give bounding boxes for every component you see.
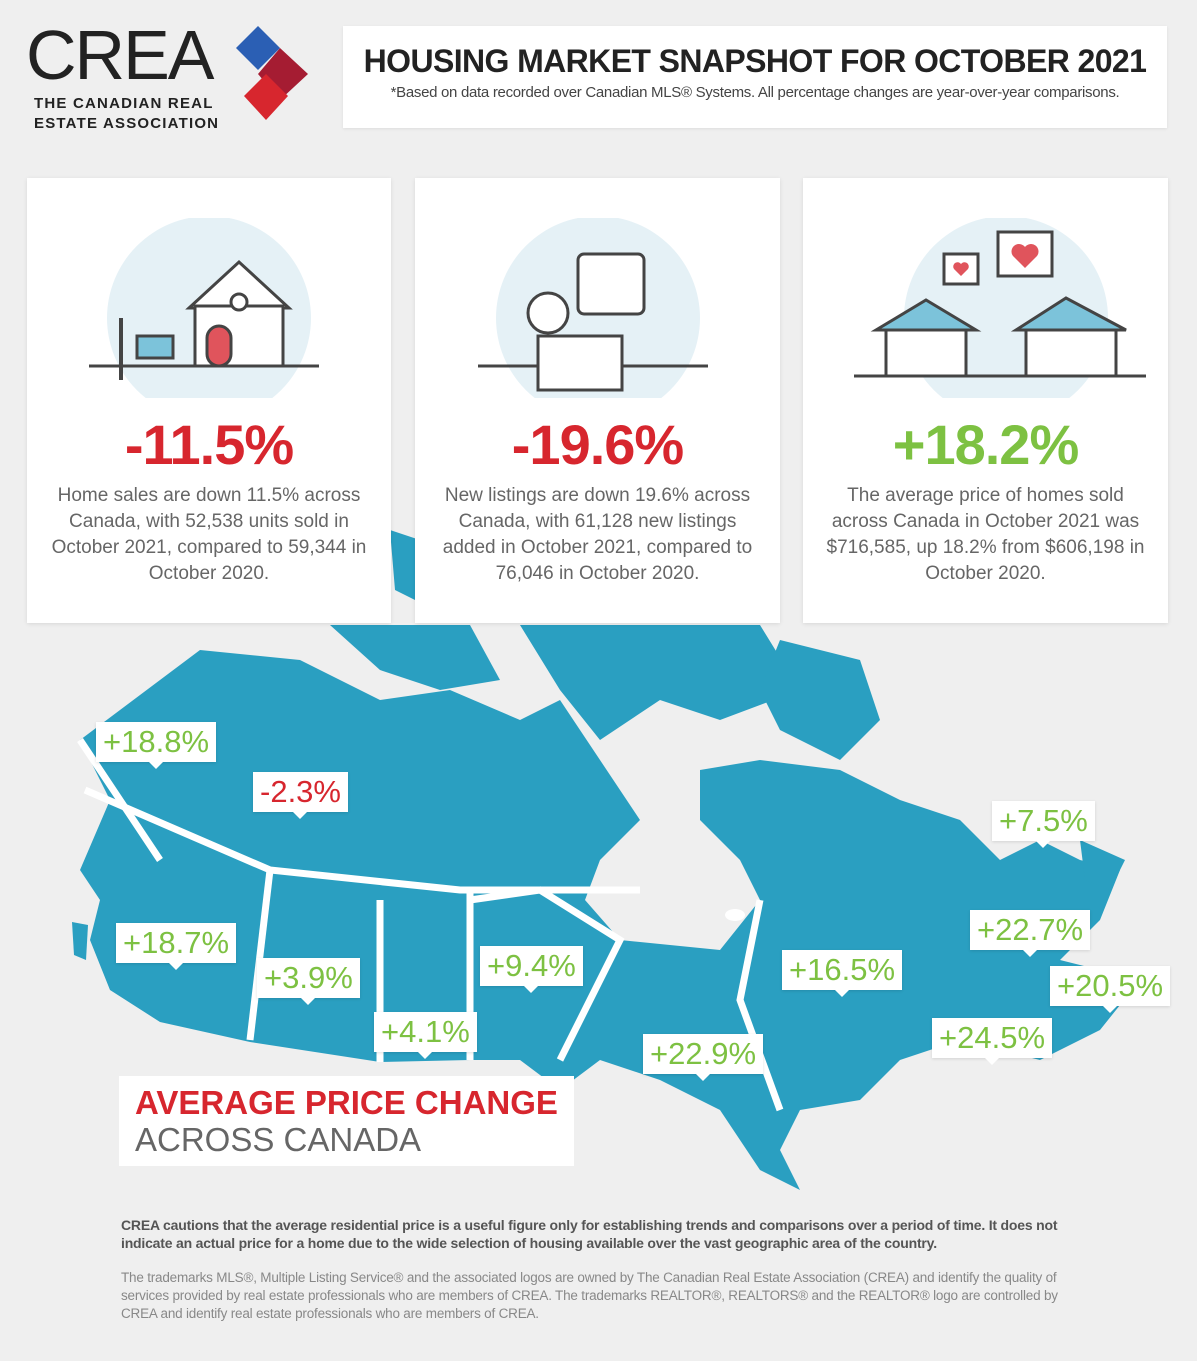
stat-description: The average price of homes sold across C… — [826, 485, 1145, 584]
stat-description: New listings are down 19.6% across Canad… — [442, 485, 753, 584]
map-label-pei: +22.7% — [970, 910, 1091, 957]
map-label-nwt: -2.3% — [253, 772, 348, 819]
house-for-sale-icon — [89, 218, 319, 398]
footer: CREA cautions that the average residenti… — [121, 1216, 1081, 1323]
stat-card-sales: -11.5% Home sales are down 11.5% across … — [27, 178, 391, 623]
map-label-manitoba: +9.4% — [480, 946, 583, 993]
map-island — [72, 922, 88, 960]
page-subtitle: *Based on data recorded over Canadian ML… — [390, 84, 1120, 101]
map-island — [1080, 840, 1125, 890]
map-label-ontario: +22.9% — [643, 1034, 764, 1081]
map-arctic-island — [330, 625, 500, 690]
map-subtitle: ACROSS CANADA — [135, 1121, 422, 1158]
map-title: AVERAGE PRICE CHANGE — [135, 1084, 558, 1121]
logo-sub-line2: ESTATE ASSOCIATION — [34, 115, 220, 132]
map-label-saskatchewan: +4.1% — [374, 1012, 477, 1059]
map-label-new-brunswick: +24.5% — [932, 1018, 1053, 1065]
map-arctic-island — [390, 530, 420, 600]
page-title: HOUSING MARKET SNAPSHOT FOR OCTOBER 2021 — [363, 43, 1147, 79]
stat-value: -19.6% — [511, 413, 684, 476]
logo-wordmark: CREA — [26, 16, 214, 94]
logo-subtitle: THE CANADIAN REAL ESTATE ASSOCIATION — [34, 94, 219, 134]
map-label-newfoundland: +7.5% — [992, 801, 1095, 848]
map-label-nova-scotia: +20.5% — [1050, 966, 1171, 1013]
map-label-quebec: +16.5% — [782, 950, 903, 997]
map-baffin — [760, 640, 880, 760]
header-box: HOUSING MARKET SNAPSHOT FOR OCTOBER 2021… — [343, 26, 1167, 128]
caution-note: CREA cautions that the average residenti… — [121, 1217, 1058, 1251]
map-label-yukon: +18.8% — [96, 722, 217, 769]
trademark-note: The trademarks MLS®, Multiple Listing Se… — [121, 1270, 1058, 1321]
map-label-bc: +18.7% — [116, 923, 237, 970]
stat-card-listings: -19.6% New listings are down 19.6% acros… — [415, 178, 780, 623]
logo-sub-line1: THE CANADIAN REAL — [34, 95, 214, 112]
person-computer-listing-icon — [477, 218, 708, 398]
stat-card-price: +18.2% The average price of homes sold a… — [803, 178, 1168, 623]
crea-logo-mark-icon — [236, 26, 308, 120]
map-label-alberta: +3.9% — [257, 958, 360, 1005]
map-arctic-island — [520, 625, 800, 740]
stat-value: -11.5% — [124, 413, 294, 476]
stat-value: +18.2% — [892, 413, 1080, 476]
map-title-box: AVERAGE PRICE CHANGE ACROSS CANADA — [119, 1076, 574, 1166]
stat-description: Home sales are down 11.5% across Canada,… — [51, 485, 367, 584]
neighbourhood-hearts-icon — [853, 218, 1146, 398]
